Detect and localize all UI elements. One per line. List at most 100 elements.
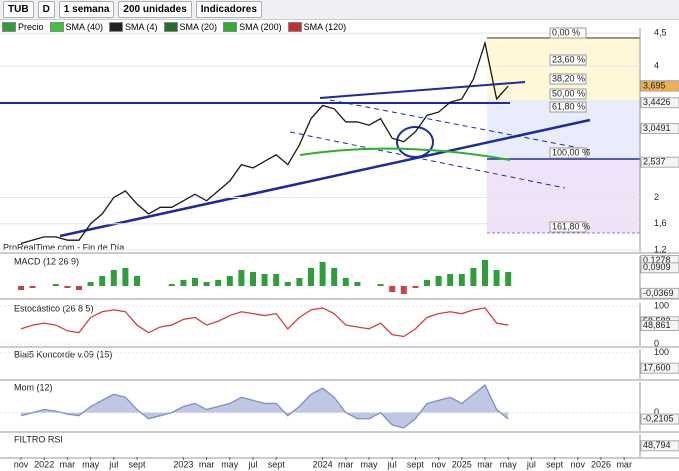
- fib-label: 161,80 %: [552, 221, 590, 231]
- legend-item[interactable]: SMA (120): [287, 21, 347, 33]
- price-tag: [640, 287, 679, 299]
- legend-item[interactable]: SMA (20): [163, 21, 218, 33]
- legend-label: SMA (120): [303, 21, 347, 32]
- histogram-bar: [29, 286, 36, 288]
- indicators[interactable]: Indicadores: [195, 1, 262, 18]
- histogram-bar: [470, 268, 477, 286]
- x-tick-label: jul: [526, 459, 536, 469]
- panel-title: Blai5 Koncorde v.09 (15): [14, 349, 112, 359]
- price-tag-label: 3,4426: [643, 97, 671, 107]
- legend-label: SMA (20): [179, 21, 218, 32]
- legend-swatch: [109, 22, 124, 33]
- histogram-bar: [273, 274, 280, 286]
- series-line: [20, 384, 509, 429]
- x-tick-label: sept: [546, 459, 564, 469]
- fib-label: 61,80 %: [552, 101, 585, 111]
- x-tick-label: mar: [338, 459, 354, 469]
- histogram-bar: [284, 282, 291, 286]
- histogram-bar: [168, 284, 175, 286]
- legend-swatch: [223, 22, 238, 33]
- price-tag: [640, 262, 679, 274]
- x-tick-label: jul: [247, 459, 257, 469]
- price-tag-label: -0,2105: [643, 413, 674, 423]
- legend-swatch: [2, 22, 16, 33]
- y-tick-label: 4,5: [654, 28, 667, 38]
- fib-label: 0,00 %: [552, 27, 580, 37]
- histogram-bar: [435, 276, 442, 286]
- x-tick-label: may: [82, 459, 100, 469]
- series-line: [20, 307, 509, 338]
- mode[interactable]: D: [37, 1, 55, 18]
- ticker[interactable]: TUB: [3, 1, 34, 18]
- histogram-bar: [354, 282, 361, 286]
- x-tick-label: jul: [108, 459, 118, 469]
- histogram-bar: [482, 260, 488, 286]
- histogram-bar: [64, 286, 71, 288]
- legend-label: SMA (4): [125, 21, 158, 32]
- fib-label-box: [549, 88, 587, 100]
- price-tag: [640, 362, 679, 374]
- x-tick-label: mar: [60, 459, 76, 469]
- y-tick-label: 4: [654, 60, 659, 70]
- x-tick-label: sept: [128, 459, 146, 469]
- x-tick-label: nov: [571, 459, 586, 469]
- legend-item[interactable]: SMA (200): [223, 22, 282, 33]
- histogram-bar: [238, 270, 245, 286]
- y-tick-label: 2: [654, 192, 659, 202]
- fib-label-box: [549, 221, 587, 233]
- trend-line: [59, 118, 591, 238]
- histogram-bar: [215, 280, 222, 286]
- legend-item[interactable]: SMA (4): [109, 22, 158, 33]
- price-tag: [640, 123, 679, 135]
- price-tag: [640, 440, 679, 452]
- trend-line: [289, 131, 566, 189]
- x-tick-label: may: [221, 459, 239, 469]
- histogram-bar: [342, 278, 349, 286]
- legend-label: SMA (200): [239, 21, 282, 32]
- fib-label-box: [549, 54, 587, 66]
- price-tag: [640, 80, 679, 92]
- x-tick-label: mar: [477, 459, 493, 469]
- price-tag-label: 0,1278: [643, 255, 671, 265]
- price-tag: [640, 320, 679, 332]
- histogram-bar: [226, 276, 233, 286]
- legend-item[interactable]: Precio: [2, 22, 44, 33]
- x-tick-label: sept: [407, 459, 425, 469]
- price-tag-label: 17,600: [643, 363, 671, 373]
- x-tick-label: nov: [14, 459, 29, 469]
- histogram-bar: [87, 282, 94, 286]
- legend-swatch: [163, 22, 178, 33]
- interval[interactable]: 1 semana: [58, 1, 115, 18]
- legend-label: Precio: [18, 21, 44, 32]
- histogram-bar: [180, 280, 187, 286]
- histogram-bar: [122, 268, 129, 286]
- histogram-bar: [192, 278, 198, 286]
- legend-swatch: [49, 22, 64, 33]
- panel-title: Mom (12): [14, 382, 53, 392]
- histogram-bar: [52, 284, 59, 286]
- histogram-bar: [400, 286, 407, 294]
- trend-line: [319, 81, 526, 99]
- histogram-bar: [389, 286, 396, 292]
- histogram-bar: [18, 286, 24, 290]
- y-tick-label: 1,2: [654, 244, 667, 254]
- x-tick-label: 2023: [173, 459, 193, 469]
- y-tick-label: 100: [654, 300, 669, 310]
- histogram-bar: [377, 284, 384, 286]
- x-tick-label: jul: [387, 459, 397, 469]
- units[interactable]: 200 unidades: [118, 1, 192, 18]
- histogram-bar: [308, 268, 314, 286]
- legend-item[interactable]: SMA (40): [49, 22, 103, 33]
- fib-label: 23,60 %: [552, 54, 585, 64]
- x-tick-label: 2026: [591, 459, 611, 469]
- histogram-bar: [203, 282, 210, 286]
- y-tick-label: 100: [654, 347, 669, 357]
- x-tick-label: mar: [616, 459, 632, 469]
- histogram-bar: [296, 278, 303, 286]
- histogram-bar: [319, 262, 326, 286]
- price-tag-label: 2,537: [643, 157, 666, 167]
- panel-title: MACD (12 26 9): [14, 256, 79, 266]
- price-tag-label: -0,0369: [643, 288, 674, 298]
